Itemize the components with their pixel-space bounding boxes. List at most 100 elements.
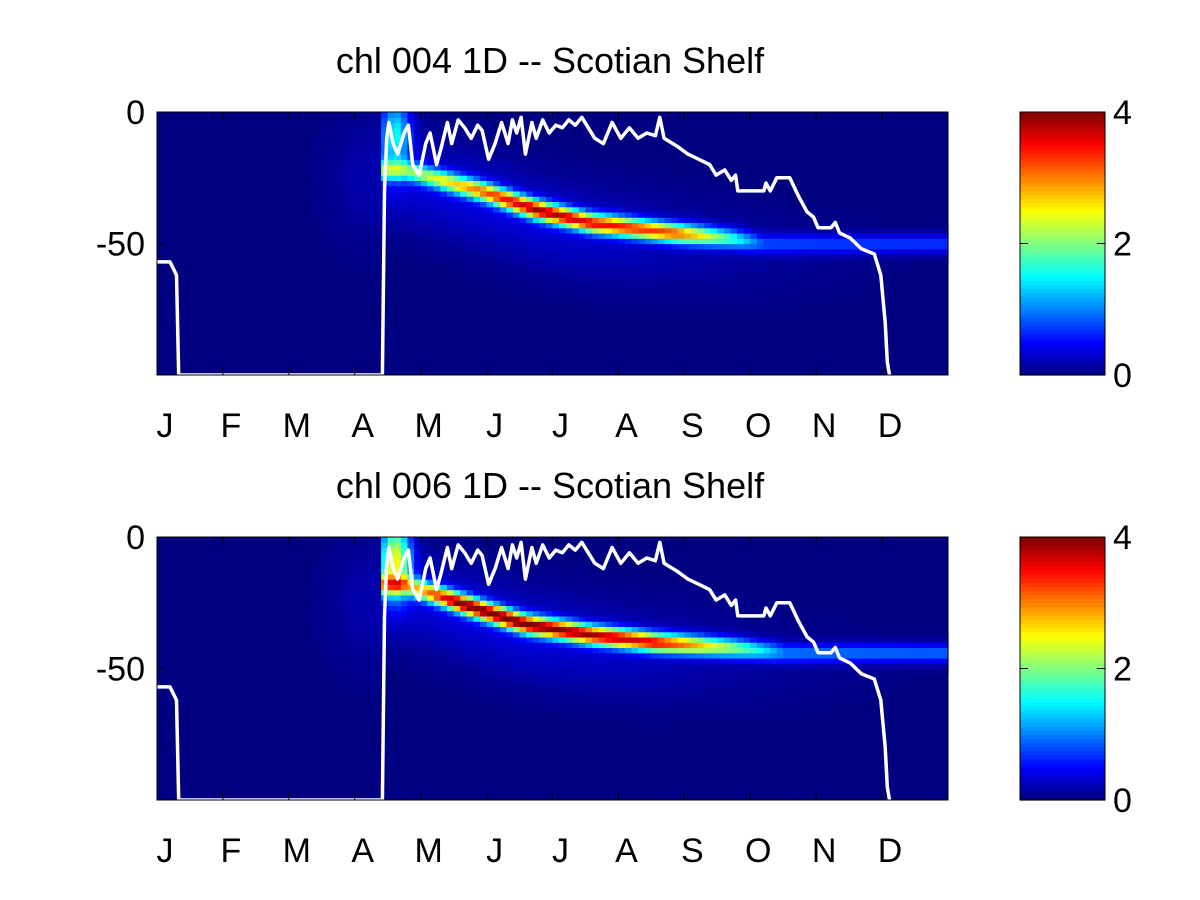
heatmap-cell	[730, 642, 738, 649]
heatmap-cell	[315, 605, 323, 612]
heatmap-cell	[842, 663, 850, 670]
heatmap-cell	[677, 311, 685, 318]
heatmap-cell	[552, 647, 560, 654]
heatmap-cell	[756, 211, 765, 218]
heatmap-cell	[750, 657, 758, 664]
heatmap-cell	[427, 238, 435, 245]
heatmap-cell	[506, 206, 514, 213]
heatmap-cell	[565, 206, 573, 213]
heatmap-cell	[737, 227, 745, 234]
heatmap-cell	[625, 248, 633, 255]
heatmap-cell	[506, 211, 514, 218]
heatmap-cell	[908, 254, 916, 260]
heatmap-cell	[585, 610, 593, 617]
heatmap-cell	[684, 652, 692, 659]
heatmap-cell	[855, 269, 863, 276]
heatmap-cell	[328, 243, 336, 250]
heatmap-cell	[493, 243, 501, 250]
heatmap-cell	[479, 148, 488, 155]
heatmap-cell	[539, 238, 547, 245]
heatmap-cell	[559, 280, 567, 287]
heatmap-cell	[486, 175, 494, 181]
heatmap-cell	[440, 547, 448, 554]
heatmap-cell	[486, 143, 494, 150]
heatmap-cell	[321, 589, 329, 596]
heatmap-cell	[506, 679, 514, 685]
heatmap-cell	[618, 238, 626, 245]
heatmap-cell	[625, 663, 633, 670]
heatmap-cell	[934, 642, 943, 649]
heatmap-cell	[414, 133, 422, 139]
heatmap-cell	[644, 190, 652, 197]
heatmap-cell	[664, 211, 672, 218]
heatmap-cell	[625, 296, 633, 302]
heatmap-cell	[565, 668, 573, 675]
heatmap-cell	[354, 206, 362, 213]
heatmap-cell	[308, 211, 316, 218]
heatmap-cell	[697, 689, 705, 696]
heatmap-cell	[447, 605, 455, 612]
heatmap-cell	[868, 254, 877, 260]
heatmap-cell	[400, 254, 409, 260]
heatmap-cell	[776, 248, 784, 255]
heatmap-cell	[605, 285, 613, 292]
heatmap-cell	[875, 679, 883, 685]
heatmap-cell	[302, 169, 310, 176]
heatmap-cell	[427, 647, 435, 654]
heatmap-cell	[888, 689, 896, 696]
heatmap-cell	[704, 211, 712, 218]
heatmap-cell	[512, 190, 521, 197]
heatmap-cell	[565, 642, 573, 649]
heatmap-cell	[354, 537, 362, 543]
heatmap-cell	[816, 642, 824, 649]
heatmap-cell	[605, 254, 613, 260]
heatmap-cell	[374, 159, 382, 166]
heatmap-cell	[367, 211, 376, 218]
heatmap-cell	[638, 594, 646, 601]
heatmap-cell	[664, 227, 672, 234]
heatmap-cell	[374, 647, 382, 654]
heatmap-cell	[776, 227, 784, 234]
heatmap-cell	[394, 232, 402, 239]
colorbar-swatch	[1020, 185, 1105, 191]
heatmap-cell	[644, 290, 652, 297]
heatmap-cell	[407, 122, 415, 129]
heatmap-cell	[671, 594, 679, 601]
heatmap-cell	[414, 652, 422, 659]
colorbar-swatch	[1020, 288, 1105, 294]
heatmap-cell	[387, 169, 395, 176]
heatmap-cell	[625, 631, 633, 638]
heatmap-cell	[644, 647, 652, 654]
heatmap-cell	[493, 275, 501, 281]
heatmap-cell	[598, 626, 606, 633]
heatmap-cell	[750, 227, 758, 234]
heatmap-cell	[605, 705, 613, 712]
heatmap-cell	[321, 122, 329, 129]
heatmap-cell	[677, 269, 685, 276]
heatmap-cell	[486, 700, 494, 706]
heatmap-cell	[710, 721, 718, 727]
heatmap-cell	[776, 280, 784, 287]
heatmap-cell	[697, 264, 705, 271]
heatmap-cell	[763, 311, 771, 318]
heatmap-cell	[671, 269, 679, 276]
heatmap-cell	[381, 117, 389, 124]
heatmap-cell	[915, 232, 923, 239]
heatmap-cell	[796, 663, 804, 670]
heatmap-cell	[598, 647, 606, 654]
heatmap-cell	[499, 563, 507, 570]
heatmap-cell	[816, 621, 824, 628]
heatmap-cell	[737, 642, 745, 649]
colorbar-swatch	[1020, 210, 1105, 216]
heatmap-cell	[414, 222, 422, 229]
heatmap-cell	[420, 259, 428, 266]
heatmap-cell	[776, 610, 784, 617]
heatmap-cell	[400, 190, 409, 197]
x-tick-label: F	[221, 407, 242, 445]
heatmap-cell	[723, 710, 732, 717]
heatmap-cell	[756, 600, 765, 606]
heatmap-cell	[723, 180, 732, 187]
heatmap-cell	[704, 694, 712, 701]
